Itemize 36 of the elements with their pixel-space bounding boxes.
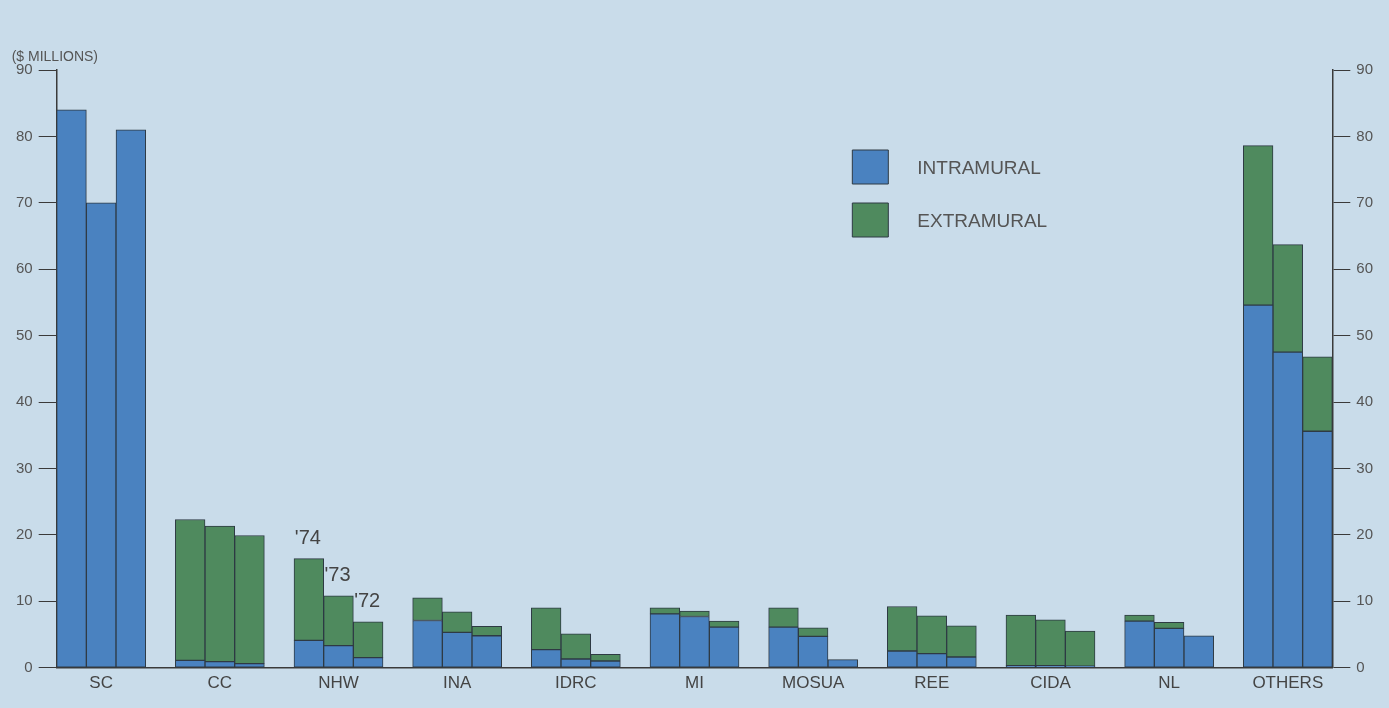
y2-tick-label: 10 <box>1356 591 1373 609</box>
x-tick-label: INA <box>443 673 472 693</box>
x-tick-label: OTHERS <box>1252 673 1324 693</box>
y2-tick-label: 40 <box>1356 392 1373 410</box>
x-tick-label: SC <box>89 673 113 693</box>
y-tick-label: 80 <box>16 126 33 144</box>
y2-tick-label: 90 <box>1356 60 1373 78</box>
y-tick-label: 0 <box>24 657 33 675</box>
y2-tick-label: 80 <box>1356 126 1373 144</box>
annotation: '73 <box>324 563 351 586</box>
y-tick-label: 30 <box>16 458 33 476</box>
annotation: '72 <box>354 589 381 612</box>
x-tick-label: MOSUA <box>781 673 845 693</box>
x-tick-label: REE <box>914 673 950 693</box>
y-tick-label: 70 <box>16 192 33 210</box>
y2-tick-label: 20 <box>1356 524 1373 542</box>
x-tick-label: CC <box>207 673 233 693</box>
y2-tick-label: 30 <box>1356 458 1373 476</box>
y-tick-label: 50 <box>16 325 33 343</box>
x-tick-label: NL <box>1158 673 1181 693</box>
y2-tick-label: 60 <box>1356 259 1373 277</box>
x-tick-label: MI <box>685 673 704 693</box>
legend-label: INTRAMURAL <box>917 157 1041 179</box>
y-tick-label: 20 <box>16 524 33 542</box>
x-tick-label: NHW <box>318 673 359 693</box>
y-tick-label: 10 <box>16 591 33 609</box>
y2-tick-label: 0 <box>1356 657 1365 675</box>
y-tick-label: 40 <box>16 392 33 410</box>
x-tick-label: CIDA <box>1030 673 1072 693</box>
y-axis-title: ($ MILLIONS) <box>11 47 99 64</box>
y-tick-label: 60 <box>16 259 33 277</box>
y2-tick-label: 50 <box>1356 325 1373 343</box>
x-tick-label: IDRC <box>555 673 597 693</box>
legend-label: EXTRAMURAL <box>917 210 1048 232</box>
annotation: '74 <box>294 526 321 549</box>
y2-tick-label: 70 <box>1356 192 1373 210</box>
